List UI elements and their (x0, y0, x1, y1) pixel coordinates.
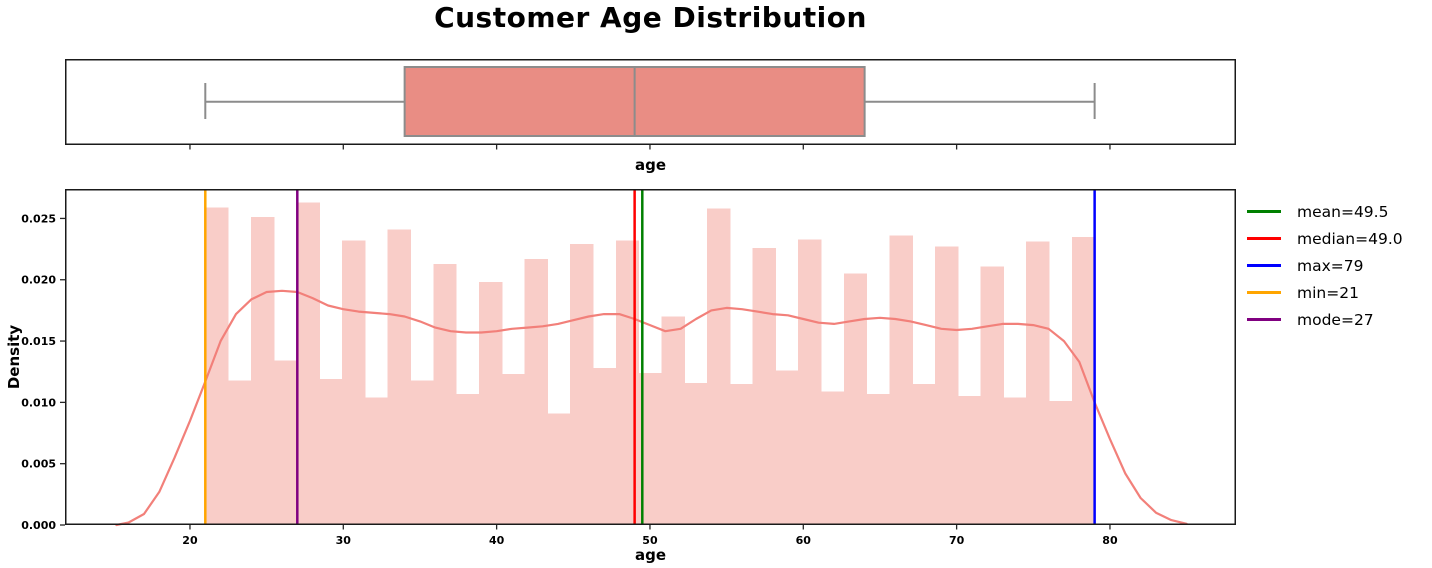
histogram-bar (866, 393, 890, 525)
legend-label: max=79 (1297, 256, 1364, 275)
histogram-bar (524, 258, 548, 525)
x-tick-label: 20 (182, 534, 198, 547)
y-tick-label: 0.010 (21, 396, 56, 409)
legend-label: mode=27 (1297, 310, 1374, 329)
histogram-bar (273, 360, 298, 525)
histogram-bar (228, 380, 252, 525)
legend-label: min=21 (1297, 283, 1359, 302)
kde-curve (115, 289, 1188, 527)
y-tick-label: 0.015 (21, 335, 56, 348)
histogram-bar (1003, 397, 1027, 525)
y-tick-label: 0.025 (21, 212, 56, 225)
histogram-bar (501, 374, 526, 525)
x-tick-label: 80 (1102, 534, 1118, 547)
legend-item-min: min=21 (1247, 279, 1403, 306)
legend-item-mean: mean=49.5 (1247, 198, 1403, 225)
legend-swatch-mode (1247, 318, 1281, 321)
legend-item-median: median=49.0 (1247, 225, 1403, 252)
histogram-bar (387, 229, 412, 525)
histogram-bar (478, 282, 503, 525)
histogram-bar (410, 380, 434, 525)
x-tick-label: 30 (336, 534, 352, 547)
legend-item-mode: mode=27 (1247, 306, 1403, 333)
histogram-svg: 20 30 40 50 60 70 80 0.000 0.005 0.010 0.015 0.020 0… (21, 189, 1236, 547)
histogram-bar (843, 273, 868, 525)
histogram-bar (456, 393, 480, 525)
histogram-bar (570, 244, 594, 525)
histogram-spines (65, 189, 1236, 525)
histogram-bar (592, 368, 617, 525)
histogram-bar (615, 240, 640, 525)
histogram-bar (342, 240, 366, 525)
legend-swatch-max (1247, 264, 1281, 267)
histogram-bar (729, 383, 754, 525)
histogram-bar (1071, 236, 1096, 525)
legend-swatch-median (1247, 237, 1281, 240)
legend-swatch-mean (1247, 210, 1281, 213)
x-tick-label: 70 (949, 534, 965, 547)
histogram-xlabel: age (634, 546, 667, 564)
x-tick-label: 60 (796, 534, 812, 547)
x-tick-label: 40 (489, 534, 505, 547)
legend-label: mean=49.5 (1297, 202, 1389, 221)
x-tick-label: 50 (642, 534, 658, 547)
histogram-bar (912, 383, 936, 525)
histogram-bar (1049, 401, 1073, 525)
histogram-bar (547, 413, 571, 525)
histogram-bar (364, 397, 389, 525)
histogram-bar (661, 316, 685, 525)
histogram-bar (935, 246, 959, 525)
legend-label: median=49.0 (1297, 229, 1403, 248)
legend-swatch-min (1247, 291, 1281, 294)
histogram-bar (957, 396, 982, 525)
y-tick-label: 0.005 (21, 458, 56, 471)
histogram-ylabel: Density (5, 324, 23, 390)
histogram-bar (684, 382, 708, 525)
boxplot-spines (65, 59, 1236, 145)
boxplot-panel (65, 59, 1236, 150)
histogram-bar (752, 247, 776, 525)
legend: mean=49.5 median=49.0 max=79 min=21 mode=27 (1247, 198, 1403, 333)
figure-title: Customer Age Distribution (434, 1, 867, 34)
histogram-bar (820, 391, 845, 525)
histogram-bar (775, 370, 799, 525)
histogram-bar (433, 263, 457, 525)
histogram-bar (1026, 241, 1050, 525)
histogram-panel: 20 30 40 50 60 70 80 0.000 0.005 0.010 0.015 0.020 0… (21, 189, 1236, 547)
histogram-bar (889, 235, 913, 525)
histogram-bar (638, 372, 662, 525)
boxplot-svg (65, 59, 1236, 150)
legend-item-max: max=79 (1247, 252, 1403, 279)
y-tick-label: 0.000 (21, 519, 56, 532)
histogram-bar (980, 266, 1005, 525)
boxplot-xlabel: age (634, 156, 667, 174)
histogram-bar (250, 217, 275, 525)
histogram-bar (319, 379, 343, 525)
y-tick-label: 0.020 (21, 274, 56, 287)
histogram-bar (798, 239, 822, 525)
histogram-bar (205, 207, 229, 525)
histogram-bar (706, 208, 731, 526)
histogram-bar (296, 202, 320, 525)
